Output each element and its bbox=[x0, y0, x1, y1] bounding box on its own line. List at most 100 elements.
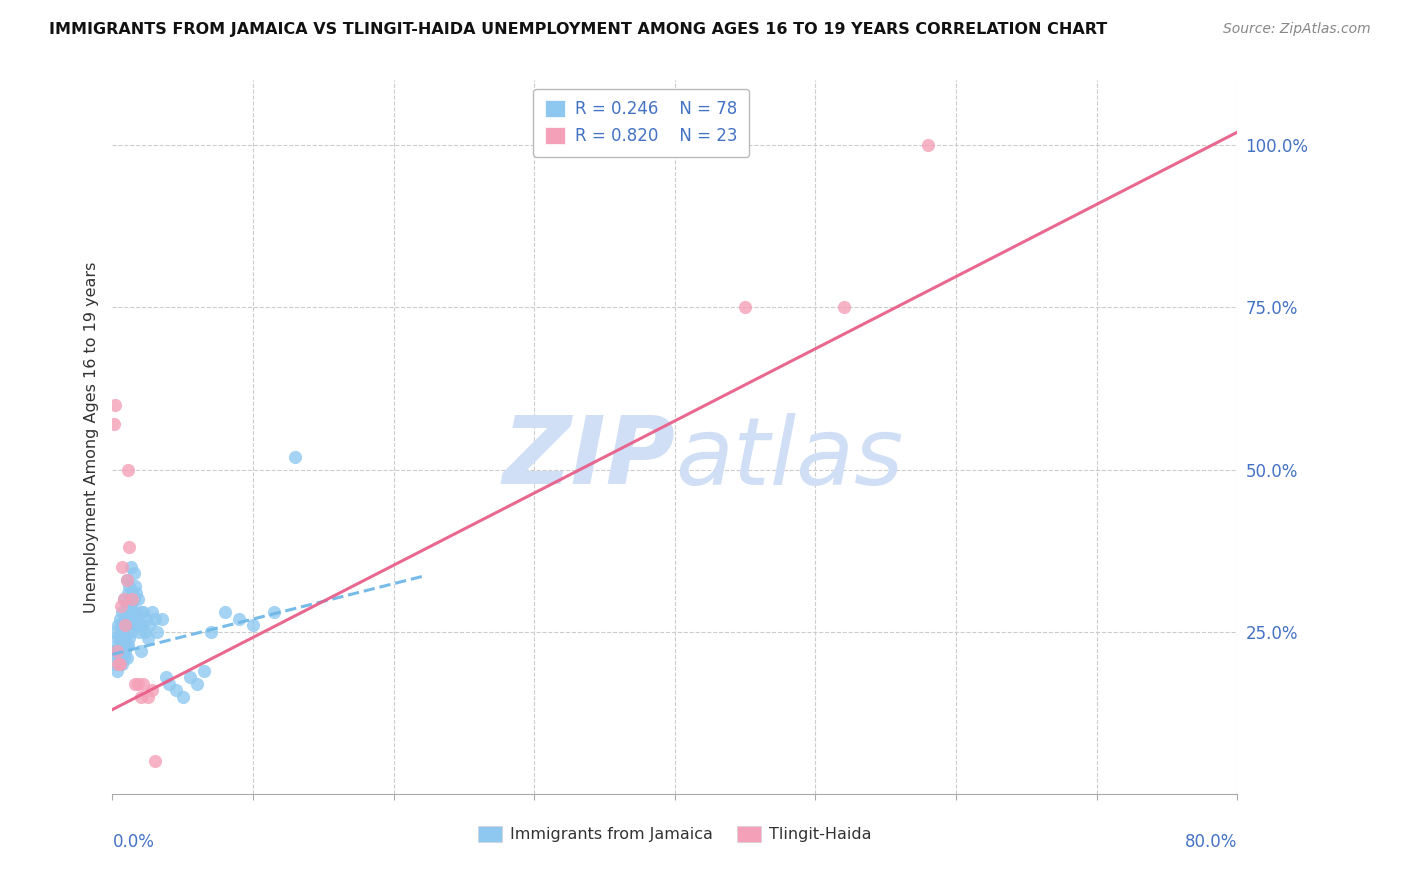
Point bbox=[104, 398, 127, 412]
Point bbox=[115, 638, 138, 652]
Text: 80.0%: 80.0% bbox=[1185, 833, 1237, 851]
Point bbox=[214, 605, 236, 619]
Point bbox=[104, 624, 127, 639]
Point bbox=[129, 605, 152, 619]
Point bbox=[228, 612, 250, 626]
Y-axis label: Unemployment Among Ages 16 to 19 years: Unemployment Among Ages 16 to 19 years bbox=[83, 261, 98, 613]
Point bbox=[110, 650, 132, 665]
Point bbox=[110, 638, 132, 652]
Point bbox=[112, 650, 135, 665]
Point bbox=[138, 618, 160, 632]
Point bbox=[179, 670, 201, 684]
Point bbox=[200, 624, 222, 639]
Point bbox=[112, 592, 135, 607]
Point bbox=[118, 541, 141, 555]
Point bbox=[107, 618, 129, 632]
Point bbox=[115, 573, 138, 587]
Point bbox=[165, 683, 187, 698]
Point bbox=[263, 605, 285, 619]
Point bbox=[108, 631, 131, 645]
Text: Source: ZipAtlas.com: Source: ZipAtlas.com bbox=[1223, 22, 1371, 37]
Point bbox=[136, 631, 159, 645]
Point bbox=[242, 618, 264, 632]
Point bbox=[112, 638, 135, 652]
Point bbox=[114, 612, 136, 626]
Point bbox=[734, 301, 756, 315]
Point bbox=[122, 592, 145, 607]
Point bbox=[108, 612, 131, 626]
Point bbox=[117, 638, 139, 652]
Point bbox=[118, 579, 141, 593]
Point bbox=[128, 624, 150, 639]
Point bbox=[107, 650, 129, 665]
Point bbox=[124, 605, 146, 619]
Text: ZIP: ZIP bbox=[502, 412, 675, 505]
Point bbox=[284, 450, 307, 464]
Point bbox=[110, 618, 132, 632]
Point bbox=[125, 612, 148, 626]
Point bbox=[103, 644, 125, 658]
Point bbox=[104, 657, 127, 672]
Point bbox=[122, 618, 145, 632]
Point bbox=[157, 676, 180, 690]
Point bbox=[120, 559, 142, 574]
Point bbox=[136, 690, 159, 704]
Point bbox=[110, 599, 132, 613]
Text: atlas: atlas bbox=[675, 413, 903, 504]
Point bbox=[117, 586, 139, 600]
Point bbox=[127, 592, 149, 607]
Point bbox=[118, 605, 141, 619]
Point bbox=[135, 612, 157, 626]
Point bbox=[125, 586, 148, 600]
Point bbox=[172, 690, 194, 704]
Point bbox=[127, 676, 149, 690]
Point bbox=[112, 592, 135, 607]
Point bbox=[155, 670, 177, 684]
Point bbox=[132, 676, 155, 690]
Legend: Immigrants from Jamaica, Tlingit-Haida: Immigrants from Jamaica, Tlingit-Haida bbox=[470, 818, 880, 850]
Point bbox=[132, 605, 155, 619]
Text: 0.0%: 0.0% bbox=[112, 833, 155, 851]
Point bbox=[114, 644, 136, 658]
Point bbox=[107, 657, 129, 672]
Point bbox=[105, 644, 128, 658]
Point bbox=[193, 664, 215, 678]
Text: IMMIGRANTS FROM JAMAICA VS TLINGIT-HAIDA UNEMPLOYMENT AMONG AGES 16 TO 19 YEARS : IMMIGRANTS FROM JAMAICA VS TLINGIT-HAIDA… bbox=[49, 22, 1108, 37]
Point bbox=[103, 417, 125, 431]
Point bbox=[917, 138, 939, 153]
Point bbox=[122, 566, 145, 581]
Point bbox=[105, 644, 128, 658]
Point bbox=[114, 618, 136, 632]
Point bbox=[127, 618, 149, 632]
Point bbox=[141, 605, 163, 619]
Point bbox=[146, 624, 169, 639]
Point bbox=[115, 573, 138, 587]
Point bbox=[121, 586, 143, 600]
Point bbox=[115, 618, 138, 632]
Point bbox=[186, 676, 208, 690]
Point bbox=[124, 676, 146, 690]
Point bbox=[120, 599, 142, 613]
Point bbox=[105, 631, 128, 645]
Point bbox=[115, 650, 138, 665]
Point bbox=[114, 631, 136, 645]
Point bbox=[117, 612, 139, 626]
Point bbox=[129, 644, 152, 658]
Point bbox=[108, 644, 131, 658]
Point bbox=[117, 462, 139, 476]
Point bbox=[118, 631, 141, 645]
Point bbox=[111, 624, 134, 639]
Point bbox=[111, 657, 134, 672]
Point bbox=[111, 605, 134, 619]
Point bbox=[105, 664, 128, 678]
Point bbox=[131, 618, 153, 632]
Point bbox=[134, 624, 156, 639]
Point bbox=[832, 301, 855, 315]
Point bbox=[129, 690, 152, 704]
Point bbox=[111, 559, 134, 574]
Point bbox=[121, 592, 143, 607]
Point bbox=[141, 683, 163, 698]
Point bbox=[120, 624, 142, 639]
Point bbox=[115, 599, 138, 613]
Point bbox=[121, 612, 143, 626]
